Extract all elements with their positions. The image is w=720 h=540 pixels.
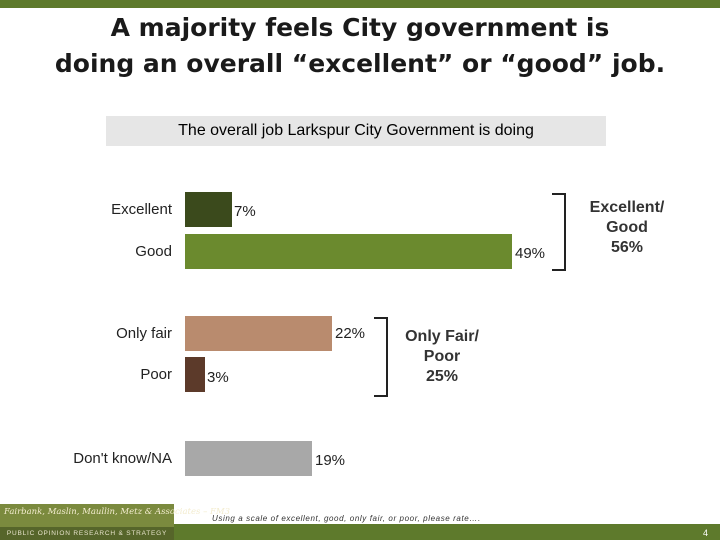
company-logo: Fairbank, Maslin, Maullin, Metz & Associ…	[0, 504, 230, 540]
footnote: Using a scale of excellent, good, only f…	[212, 514, 481, 523]
group-label-excellent-good: Excellent/ Good 56%	[572, 198, 682, 258]
bracket-excellent-good	[552, 193, 566, 271]
bar-dont-know	[185, 441, 312, 476]
group-label-excellent-good-line-2: Good	[606, 219, 648, 236]
slide-title: A majority feels City government is doin…	[0, 10, 720, 82]
chart-title: The overall job Larkspur City Government…	[106, 116, 606, 146]
bar-poor	[185, 357, 205, 392]
value-label-excellent: 7%	[234, 203, 256, 220]
category-label-poor: Poor	[140, 366, 172, 383]
category-label-excellent: Excellent	[111, 201, 172, 218]
group-label-only-fair-poor-line-2: Poor	[423, 348, 461, 365]
bracket-only-fair-poor	[374, 317, 388, 397]
value-label-dont-know: 19%	[315, 452, 346, 469]
group-label-only-fair-poor-line-1: Only Fair/	[405, 328, 479, 345]
group-label-excellent-good-line-3: 56%	[610, 239, 644, 256]
bar-good	[185, 234, 512, 269]
bottom-accent-band	[174, 524, 720, 540]
value-label-only-fair: 22%	[335, 325, 366, 342]
logo-company-name: Fairbank, Maslin, Maullin, Metz & Associ…	[4, 507, 231, 517]
slide-title-line-1: A majority feels City government is	[110, 13, 610, 42]
slide-number: 4	[702, 528, 708, 538]
value-label-good: 49%	[515, 245, 546, 262]
slide-title-line-2: doing an overall “excellent” or “good” j…	[54, 49, 666, 78]
value-label-poor: 3%	[207, 369, 229, 386]
group-label-only-fair-poor: Only Fair/ Poor 25%	[394, 327, 490, 387]
bar-excellent	[185, 192, 232, 227]
category-label-dont-know: Don't know/NA	[73, 450, 172, 467]
top-accent-band	[0, 0, 720, 8]
category-label-good: Good	[135, 243, 172, 260]
group-label-only-fair-poor-line-3: 25%	[425, 368, 459, 385]
logo-tagline: PUBLIC OPINION RESEARCH & STRATEGY	[0, 527, 174, 540]
category-label-only-fair: Only fair	[116, 325, 172, 342]
bar-only-fair	[185, 316, 332, 351]
group-label-excellent-good-line-1: Excellent/	[589, 199, 665, 216]
